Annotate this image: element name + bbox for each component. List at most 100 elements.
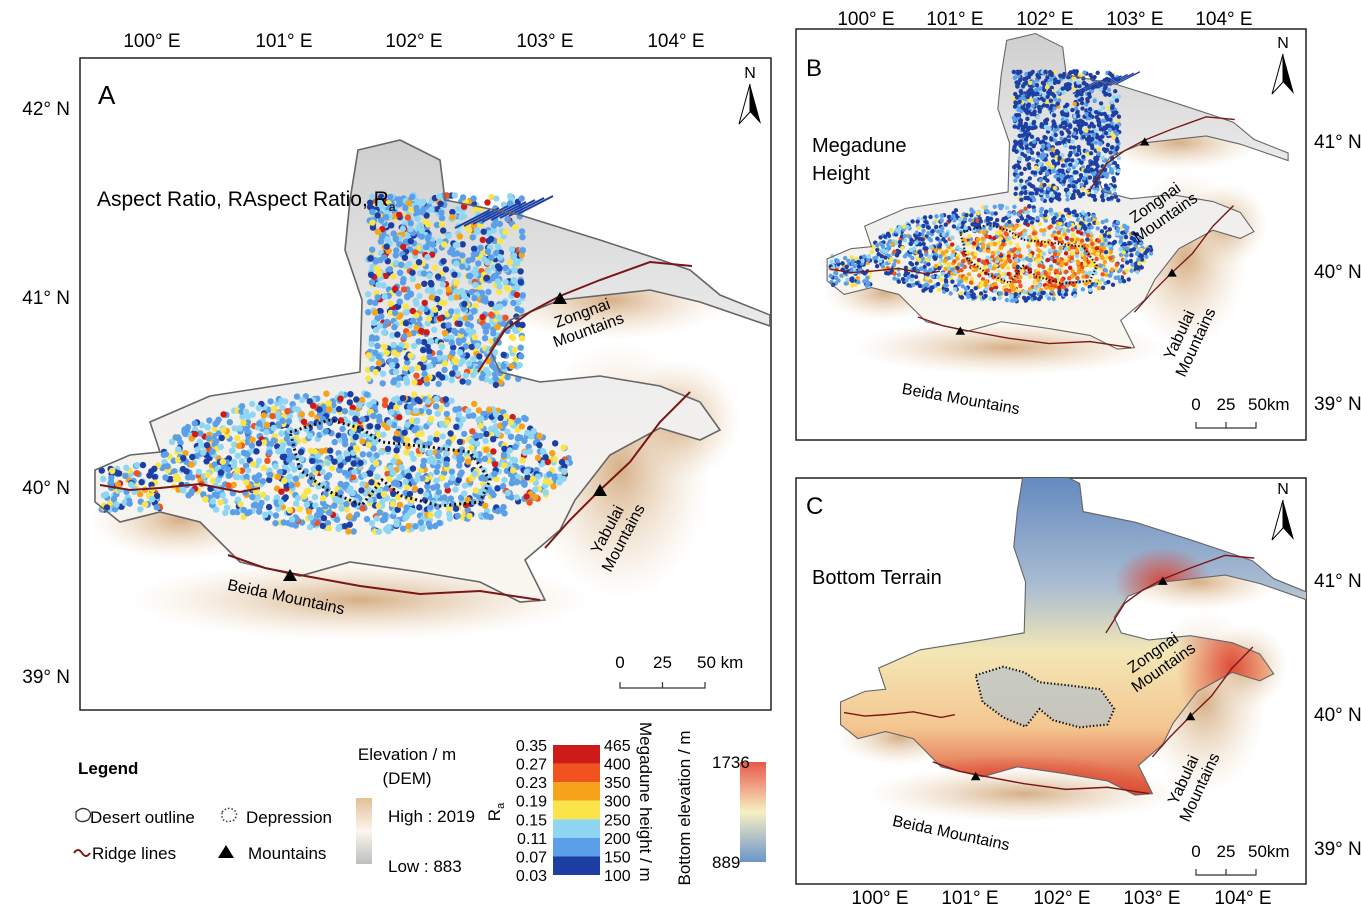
dune-point — [1080, 106, 1084, 110]
dune-point — [444, 411, 450, 417]
dune-point — [373, 369, 379, 375]
dune-point — [400, 244, 406, 250]
dune-point — [512, 328, 518, 334]
dune-point — [220, 492, 226, 498]
dune-point — [405, 214, 411, 220]
dune-point — [490, 448, 496, 454]
dune-point — [1074, 120, 1078, 124]
dune-point — [1058, 218, 1062, 222]
dune-point — [286, 418, 292, 424]
dune-point — [394, 395, 400, 401]
dune-point — [1122, 242, 1126, 246]
dune-point — [286, 457, 292, 463]
dune-point — [458, 214, 464, 220]
dune-point — [518, 345, 524, 351]
dune-point — [1082, 70, 1086, 74]
dune-point — [468, 445, 474, 451]
dune-point — [999, 237, 1003, 241]
dune-point — [1045, 117, 1049, 121]
dune-point — [1070, 251, 1074, 255]
dune-point — [275, 448, 281, 454]
dune-point — [396, 201, 402, 207]
dune-point — [958, 280, 962, 284]
dune-point — [1116, 226, 1120, 230]
dune-point — [928, 215, 932, 219]
dune-point — [403, 320, 409, 326]
dune-point — [1099, 101, 1103, 105]
dune-point — [457, 472, 463, 478]
dune-point — [292, 406, 298, 412]
dune-point — [369, 520, 375, 526]
dune-point — [897, 273, 901, 277]
dune-point — [1032, 109, 1036, 113]
dune-point — [502, 315, 508, 321]
dune-point — [955, 245, 959, 249]
dune-point — [303, 426, 309, 432]
dune-point — [911, 283, 915, 287]
dune-point — [395, 436, 401, 442]
dune-point — [1026, 104, 1030, 108]
dune-point — [1042, 82, 1046, 86]
dune-point — [1016, 163, 1020, 167]
dune-point — [1012, 145, 1016, 149]
dune-point — [428, 512, 434, 518]
dune-point — [428, 281, 434, 287]
dune-point — [519, 228, 525, 234]
dune-point — [408, 291, 414, 297]
dune-point — [486, 238, 492, 244]
dune-point — [293, 476, 299, 482]
dune-point — [393, 236, 399, 242]
dune-point — [1080, 182, 1084, 186]
dune-point — [272, 463, 278, 469]
dune-point — [1124, 253, 1128, 257]
dune-point — [1029, 72, 1033, 76]
dune-point — [278, 430, 284, 436]
dune-point — [1107, 88, 1111, 92]
dune-point — [1113, 111, 1117, 115]
dune-point — [934, 225, 938, 229]
dune-point — [410, 276, 416, 282]
dune-point — [183, 468, 189, 474]
dune-point — [512, 444, 518, 450]
panel-title-subscript: a — [389, 200, 396, 214]
dune-point — [1072, 145, 1076, 149]
dune-point — [493, 411, 499, 417]
dune-point — [1127, 241, 1131, 245]
dune-point — [496, 283, 502, 289]
dune-point — [1049, 98, 1053, 102]
dune-point — [936, 229, 940, 233]
dune-point — [416, 338, 422, 344]
dune-point — [1081, 287, 1085, 291]
dune-point — [258, 500, 264, 506]
dune-point — [1053, 186, 1057, 190]
dune-point — [387, 465, 393, 471]
dune-point — [510, 457, 516, 463]
dune-point — [447, 430, 453, 436]
dune-point — [1026, 244, 1030, 248]
dune-point — [1001, 272, 1005, 276]
dune-point — [471, 246, 477, 252]
dune-point — [501, 477, 507, 483]
dune-point — [1061, 91, 1065, 95]
dune-point — [979, 219, 983, 223]
dune-point — [404, 436, 410, 442]
dune-point — [483, 431, 489, 437]
dune-point — [1115, 132, 1119, 136]
dune-point — [235, 496, 241, 502]
dune-point — [326, 525, 332, 531]
dune-point — [874, 259, 878, 263]
dune-point — [1064, 251, 1068, 255]
dune-point — [432, 523, 438, 529]
dune-point — [326, 509, 332, 515]
dune-point — [520, 247, 526, 253]
dune-point — [320, 495, 326, 501]
dune-point — [465, 459, 471, 465]
dune-point — [502, 229, 508, 235]
dune-point — [1014, 150, 1018, 154]
dune-point — [374, 343, 380, 349]
dune-point — [410, 465, 416, 471]
dune-point — [1018, 210, 1022, 214]
dune-point — [1027, 166, 1031, 170]
dune-point — [261, 465, 267, 471]
dune-point — [1113, 89, 1117, 93]
